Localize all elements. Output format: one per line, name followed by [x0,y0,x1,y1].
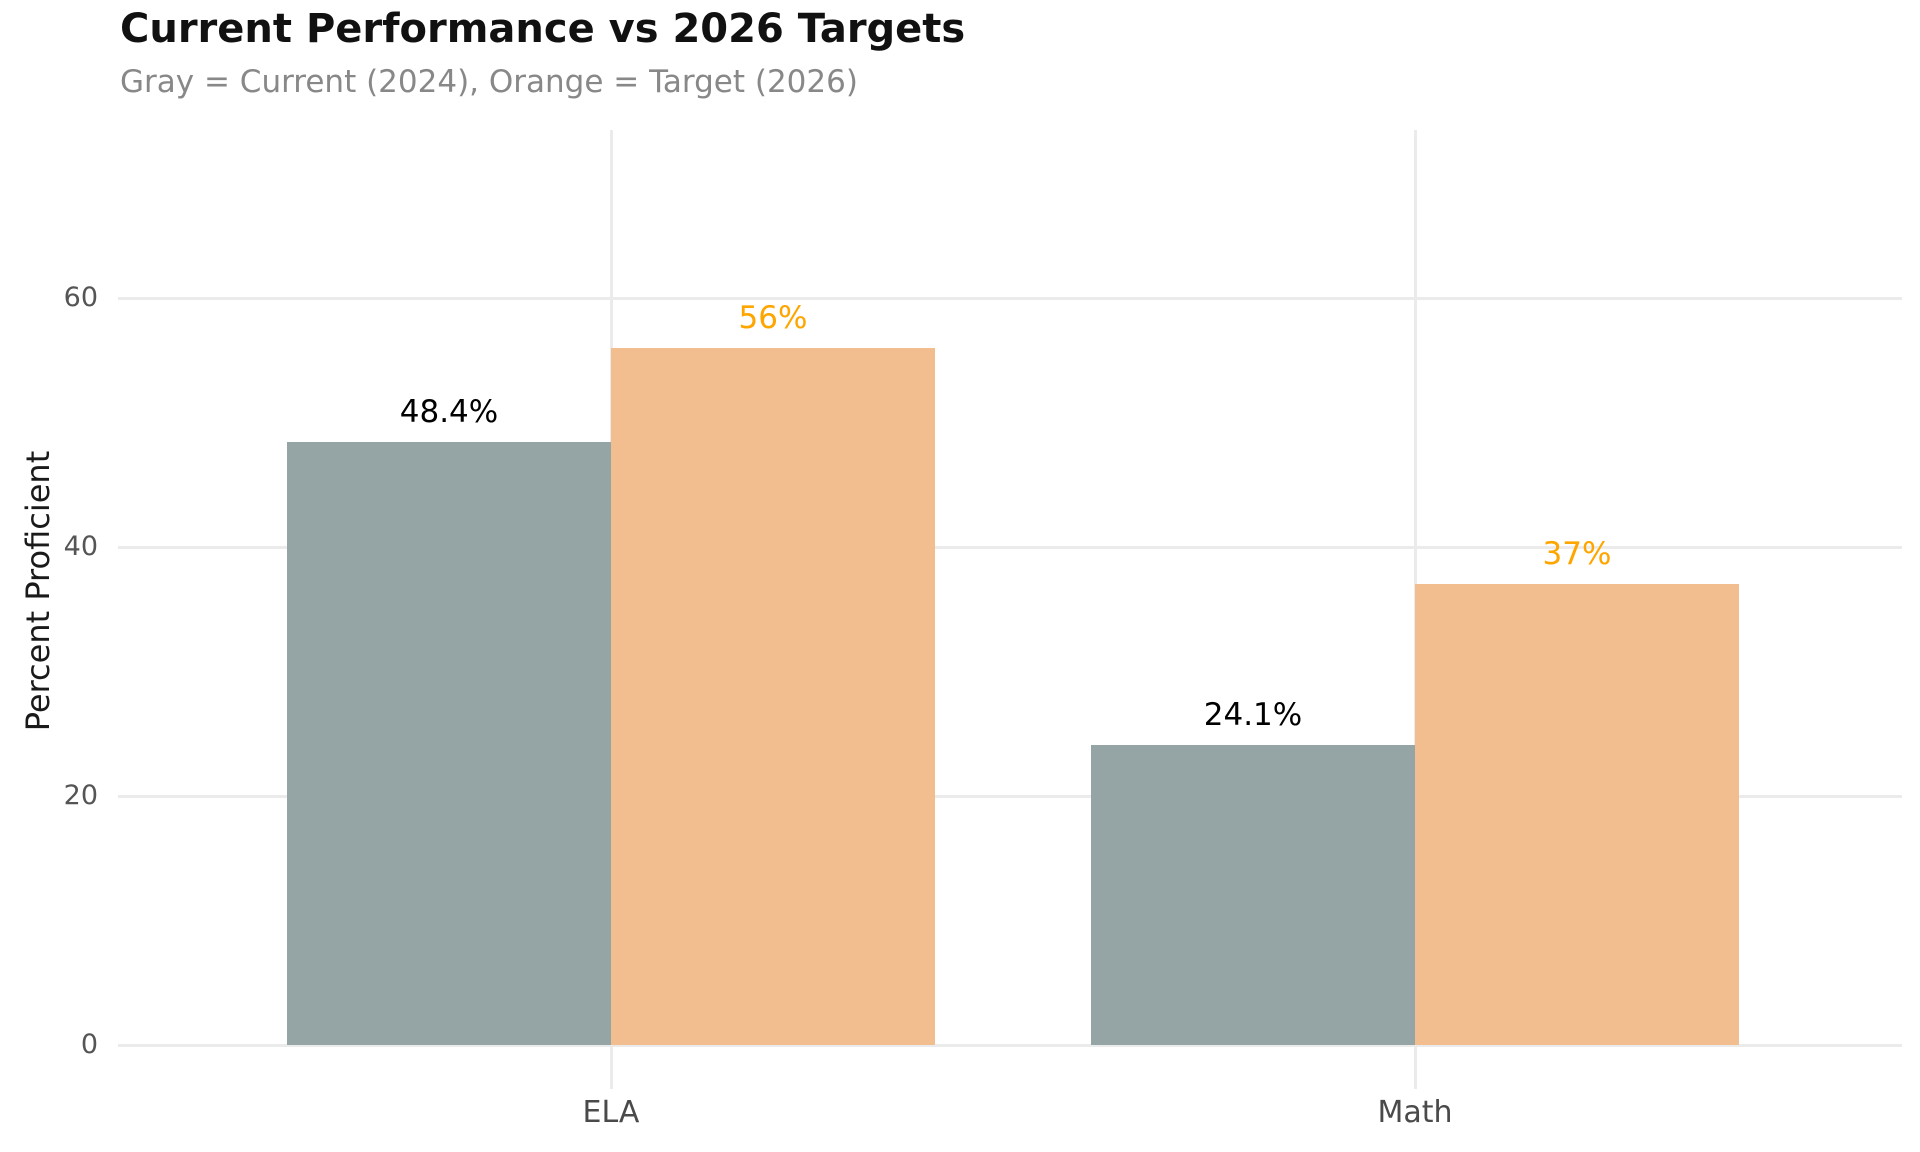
bar-target-math [1415,584,1739,1045]
bar-current-math [1091,745,1415,1045]
h-gridline-0 [118,1043,1902,1047]
y-tick-label: 60 [63,282,98,313]
chart-subtitle: Gray = Current (2024), Orange = Target (… [120,64,858,100]
h-gridline-40 [118,545,1902,549]
chart-title: Current Performance vs 2026 Targets [120,6,966,52]
h-gridline-60 [118,296,1902,300]
bar-value-label-current-math: 24.1% [1203,697,1303,733]
bar-target-ela [611,347,935,1045]
y-tick-label: 20 [63,780,98,811]
h-gridline-20 [118,794,1902,798]
x-tick-label: ELA [582,1095,640,1130]
bar-value-label-current-ela: 48.4% [399,394,499,431]
bar-value-label-target-math: 37% [1542,536,1612,573]
y-tick-label: 40 [63,531,98,562]
bar-value-label-target-ela: 56% [738,299,808,336]
bar-current-ela [287,442,611,1045]
x-tick-label: Math [1377,1095,1453,1130]
y-tick-label: 0 [80,1029,98,1060]
